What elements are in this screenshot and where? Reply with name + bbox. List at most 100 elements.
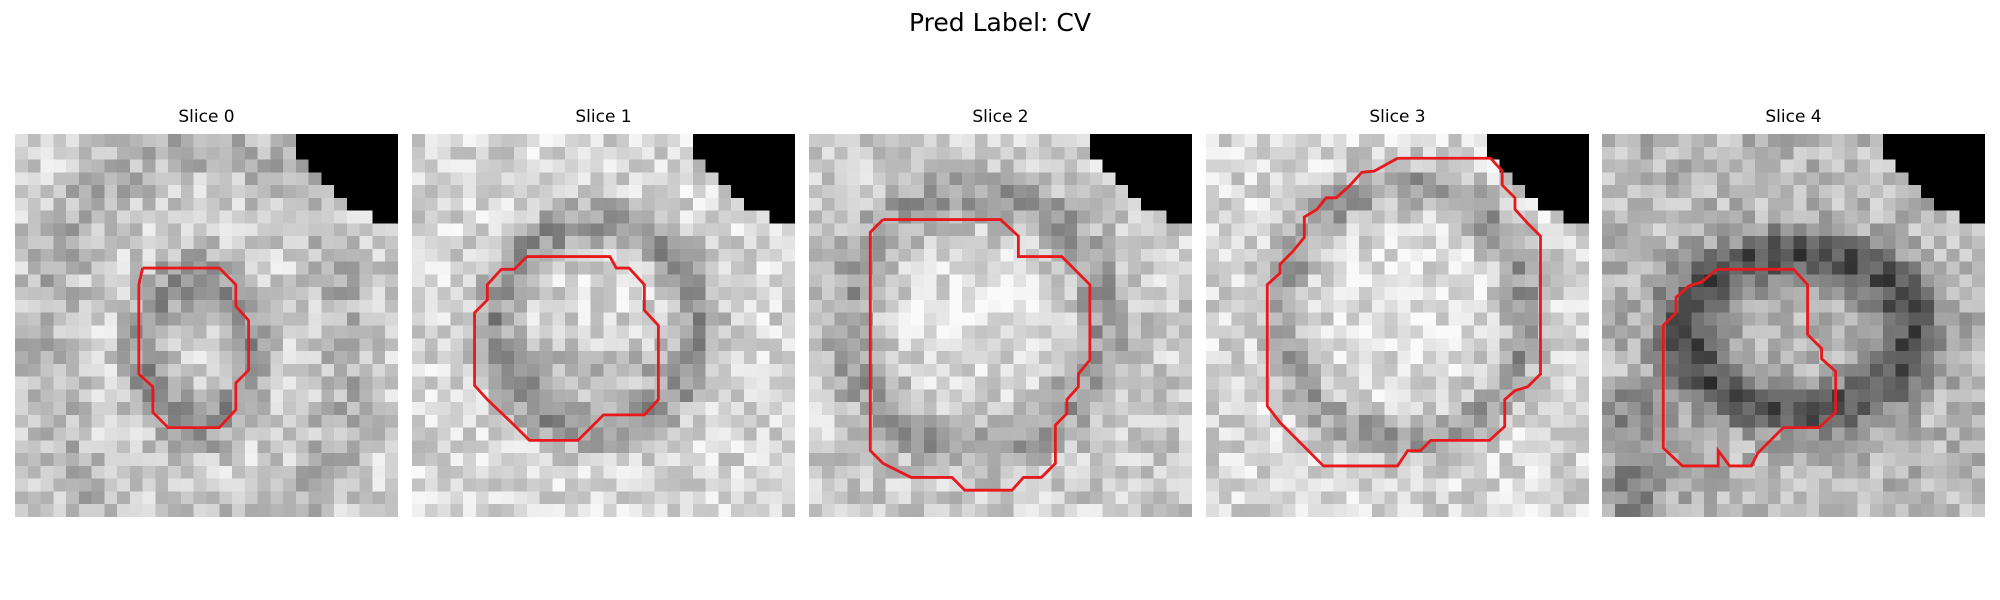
pixel (1933, 440, 1947, 454)
pixel (987, 440, 1001, 454)
pixel (1895, 504, 1909, 517)
pixel (1793, 197, 1807, 211)
pixel (91, 197, 105, 211)
pixel (1525, 478, 1539, 492)
pixel (1026, 453, 1040, 467)
pixel (1857, 414, 1871, 428)
pixel (1767, 312, 1781, 326)
pixel (117, 261, 131, 275)
pixel (962, 363, 976, 377)
pixel (1614, 402, 1628, 416)
pixel (1371, 312, 1385, 326)
pixel (1308, 427, 1322, 441)
pixel (1423, 197, 1437, 211)
pixel (1000, 159, 1014, 173)
pixel (1077, 376, 1091, 390)
pixel (1269, 146, 1283, 160)
pixel (1627, 338, 1641, 352)
pixel (1870, 261, 1884, 275)
pixel (1640, 312, 1654, 326)
pixel (1921, 351, 1935, 365)
pixel (898, 299, 912, 313)
pixel (104, 146, 118, 160)
pixel (168, 274, 182, 288)
pixel (1640, 338, 1654, 352)
pixel (1550, 478, 1564, 492)
pixel (743, 312, 757, 326)
pixel (475, 465, 489, 479)
pixel (821, 312, 835, 326)
pixel (359, 236, 373, 250)
pixel (809, 172, 823, 186)
pixel (321, 134, 335, 148)
pixel (1972, 287, 1985, 301)
pixel (526, 261, 540, 275)
pixel (1231, 363, 1245, 377)
pixel (1295, 504, 1309, 517)
pixel (1959, 210, 1973, 224)
pixel (1576, 427, 1589, 441)
pixel (1128, 210, 1142, 224)
pixel (923, 491, 937, 505)
pixel (321, 453, 335, 467)
pixel (847, 236, 861, 250)
pixel (359, 440, 373, 454)
pixel (1908, 146, 1922, 160)
pixel (654, 197, 668, 211)
pixel (552, 414, 566, 428)
pixel (705, 376, 719, 390)
pixel (104, 185, 118, 199)
pixel (1767, 338, 1781, 352)
pixel (705, 504, 719, 517)
pixel (1231, 172, 1245, 186)
pixel (590, 185, 604, 199)
pixel (295, 453, 309, 467)
pixel (78, 134, 92, 148)
pixel (1397, 185, 1411, 199)
pixel (1857, 223, 1871, 237)
pixel (1767, 146, 1781, 160)
pixel (412, 453, 426, 467)
pixel (129, 389, 143, 403)
pixel (1602, 389, 1616, 403)
pixel (219, 504, 233, 517)
pixel (718, 197, 732, 211)
pixel (1282, 287, 1296, 301)
pixel (987, 351, 1001, 365)
pixel (1359, 236, 1373, 250)
pixel (1793, 236, 1807, 250)
pixel (1844, 274, 1858, 288)
pixel (641, 440, 655, 454)
pixel (1665, 465, 1679, 479)
pixel (1627, 172, 1641, 186)
pixel (1972, 236, 1985, 250)
pixel (1857, 465, 1871, 479)
pixel (91, 172, 105, 186)
pixel (641, 236, 655, 250)
pixel (1563, 299, 1577, 313)
pixel (1716, 402, 1730, 416)
slice-panel-1: Slice 1 (412, 107, 795, 517)
pixel (1384, 427, 1398, 441)
pixel (885, 325, 899, 339)
pixel (1166, 287, 1180, 301)
pixel (1461, 389, 1475, 403)
pixel (1128, 338, 1142, 352)
pixel (1333, 363, 1347, 377)
pixel (1102, 172, 1116, 186)
pixel (898, 478, 912, 492)
pixel (283, 236, 297, 250)
pixel (40, 261, 54, 275)
pixel (346, 236, 360, 250)
pixel (603, 185, 617, 199)
pixel (450, 491, 464, 505)
pixel (206, 491, 220, 505)
pixel (1716, 299, 1730, 313)
pixel (1933, 376, 1947, 390)
pixel (501, 351, 515, 365)
pixel (1320, 185, 1334, 199)
pixel (949, 274, 963, 288)
pixel (1742, 478, 1756, 492)
pixel (1153, 427, 1167, 441)
pixel (1000, 325, 1014, 339)
